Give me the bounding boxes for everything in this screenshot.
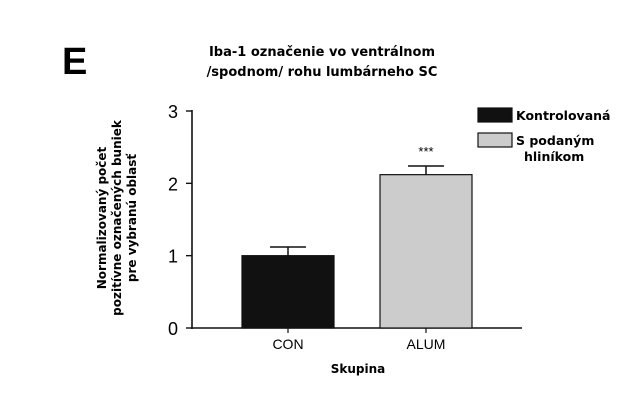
legend-label: S podaným: [516, 133, 594, 148]
y-tick-label: 3: [168, 102, 178, 122]
bar: [241, 255, 335, 329]
panel-label: E: [62, 41, 87, 83]
legend-swatch: [477, 107, 513, 123]
y-axis-title-line-2: pozitívne označených buniek: [110, 119, 124, 316]
y-tick-label: 0: [168, 319, 178, 339]
y-axis-title-line-1: Normalizovaný počet: [95, 146, 109, 289]
x-axis-title: Skupina: [331, 362, 386, 376]
significance-marker: ***: [418, 144, 433, 159]
y-tick-label: 2: [168, 174, 178, 194]
y-axis-title: Normalizovaný počet pozitívne označených…: [95, 119, 139, 316]
y-axis-title-line-3: pre vybranú oblasť: [125, 153, 139, 283]
bars: CON ALUM ***: [241, 144, 473, 352]
legend-label: hliníkom: [524, 149, 584, 164]
bar: [379, 174, 473, 329]
chart-title-line-1: Iba-1 označenie vo ventrálnom: [209, 45, 435, 60]
legend-swatch: [477, 132, 513, 148]
x-tick-label: ALUM: [407, 336, 446, 352]
legend-label: Kontrolovaná: [516, 108, 610, 123]
chart-title-line-2: /spodnom/ rohu lumbárneho SC: [207, 65, 438, 80]
y-tick-label: 1: [168, 247, 178, 267]
x-tick-label: CON: [272, 336, 303, 352]
